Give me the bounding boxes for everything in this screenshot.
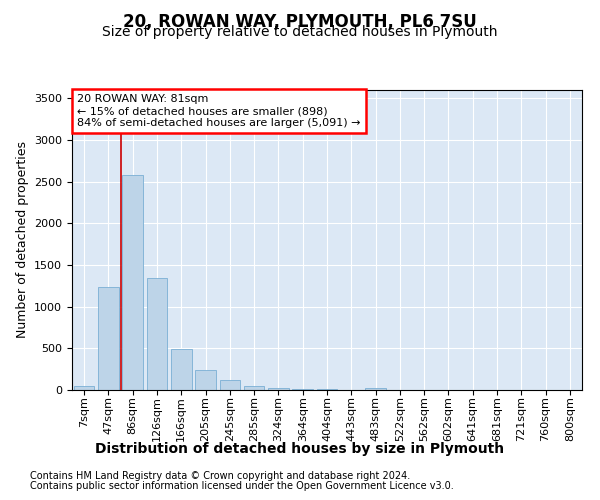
Text: Contains HM Land Registry data © Crown copyright and database right 2024.: Contains HM Land Registry data © Crown c…	[30, 471, 410, 481]
Text: 20, ROWAN WAY, PLYMOUTH, PL6 7SU: 20, ROWAN WAY, PLYMOUTH, PL6 7SU	[123, 12, 477, 30]
Bar	[171, 349, 191, 390]
Bar	[98, 286, 119, 390]
Bar	[74, 386, 94, 390]
Bar	[365, 388, 386, 390]
Text: Contains public sector information licensed under the Open Government Licence v3: Contains public sector information licen…	[30, 481, 454, 491]
Bar	[317, 389, 337, 390]
Bar	[292, 389, 313, 390]
Bar	[220, 380, 240, 390]
Bar	[268, 388, 289, 390]
Bar	[146, 278, 167, 390]
Bar	[244, 386, 265, 390]
Bar	[122, 175, 143, 390]
Text: Size of property relative to detached houses in Plymouth: Size of property relative to detached ho…	[102, 25, 498, 39]
Text: Distribution of detached houses by size in Plymouth: Distribution of detached houses by size …	[95, 442, 505, 456]
Y-axis label: Number of detached properties: Number of detached properties	[16, 142, 29, 338]
Text: 20 ROWAN WAY: 81sqm
← 15% of detached houses are smaller (898)
84% of semi-detac: 20 ROWAN WAY: 81sqm ← 15% of detached ho…	[77, 94, 361, 128]
Bar	[195, 370, 216, 390]
